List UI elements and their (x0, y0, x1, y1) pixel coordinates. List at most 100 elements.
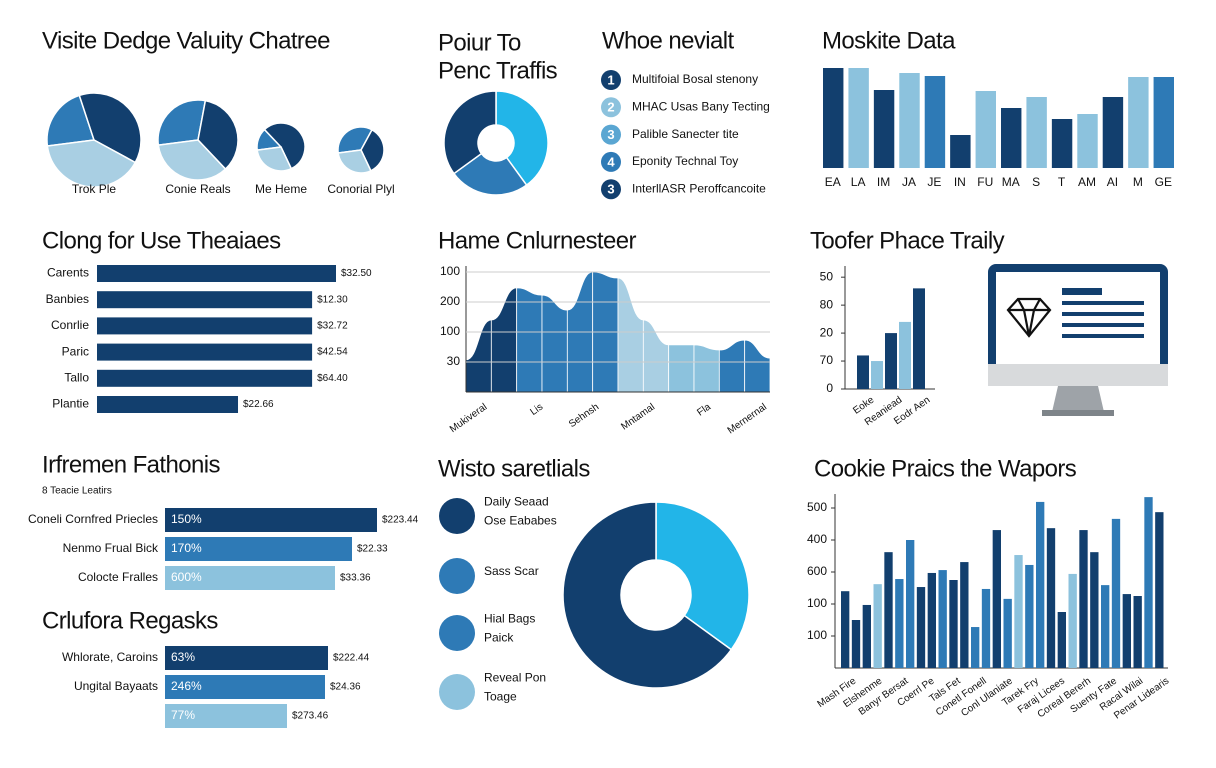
list-item: Palible Sanecter tite (632, 127, 739, 141)
x-tick-label: S (1032, 175, 1040, 189)
bar (916, 587, 926, 668)
pie-label: Conie Reals (165, 182, 230, 196)
slice (443, 90, 497, 175)
list-item: Eponity Technal Toy (632, 154, 738, 168)
bar (1051, 119, 1073, 168)
bar-annotation: $222.44 (333, 653, 370, 664)
pie-label: Me Heme (255, 182, 307, 196)
bar (981, 588, 991, 668)
bar (899, 73, 920, 168)
list-item: Multifoial Bosal stenony (632, 72, 758, 86)
list-marker: 1 (607, 72, 614, 87)
y-tick-label: 70 (820, 353, 834, 367)
x-tick-label: Mukiveral (448, 402, 489, 436)
list-marker: 4 (607, 154, 615, 169)
slice (256, 146, 293, 172)
bar-inner-label: 63% (171, 650, 195, 664)
bar (913, 288, 925, 389)
slice (46, 139, 137, 188)
bar (992, 530, 1001, 668)
list-badge (601, 70, 621, 90)
y-tick-label: 0 (826, 381, 833, 395)
area-segment (718, 339, 746, 393)
bar-annotation: $42.54 (317, 347, 348, 358)
list-badge (601, 151, 621, 172)
y-tick-label: Carents (47, 266, 89, 280)
y-tick-label: Paric (62, 344, 89, 358)
y-tick-label: Plantie (52, 397, 89, 411)
monitor-icon (988, 264, 1168, 416)
y-tick-label: 30 (447, 354, 461, 368)
bar (823, 68, 844, 168)
bar (1036, 501, 1045, 668)
y-tick-label: Tallo (64, 370, 89, 384)
bar (873, 90, 895, 168)
bar-annotation: $33.36 (340, 573, 371, 584)
bar-inner-label: 77% (171, 708, 195, 722)
y-tick-label: 100 (807, 628, 827, 642)
bar (165, 646, 328, 670)
bar (1001, 108, 1022, 168)
bar (1090, 552, 1099, 668)
slice (157, 139, 227, 181)
bar (848, 68, 869, 168)
x-tick-label: JE (927, 175, 941, 189)
legend-label: Sass Scar (484, 564, 539, 578)
bar (1102, 97, 1124, 168)
area-segment (668, 344, 695, 393)
x-tick-label: LA (851, 175, 866, 189)
bar-inner-label: 246% (171, 679, 202, 693)
bar (873, 584, 882, 668)
bar (1128, 77, 1149, 168)
area-segment (490, 287, 518, 393)
bar (97, 291, 313, 309)
bar (857, 355, 869, 389)
bar (1111, 518, 1121, 668)
bar (1101, 585, 1110, 668)
chart-title: Hame Cnlurnesteer (438, 227, 636, 254)
y-tick-label: 200 (440, 294, 460, 308)
bar (97, 317, 313, 335)
bar-annotation: $22.33 (357, 544, 388, 555)
chart-title: Toofer Phace Traily (810, 227, 1005, 254)
slice (337, 126, 374, 154)
bar (1057, 612, 1066, 668)
bar (1003, 598, 1012, 668)
chart-title: Visite Dedge Valuity Chatree (42, 27, 330, 54)
x-tick-label: Sehnsh (567, 402, 601, 430)
area-segment (744, 339, 771, 393)
bar (1155, 512, 1164, 668)
legend-label: Daily Seaad (484, 495, 549, 509)
legend-swatch (439, 498, 475, 534)
bar (924, 76, 946, 168)
bar (1077, 114, 1098, 168)
chart-title: Penc Traffis (438, 57, 558, 84)
bar (97, 369, 313, 387)
bar (1026, 97, 1047, 168)
bar (885, 333, 897, 389)
y-tick-label: Coneli Cornfred Priecles (28, 512, 158, 526)
chart-title: Whoe nevialt (602, 27, 734, 54)
x-tick-label: Mernernal (726, 402, 769, 437)
bar (950, 135, 971, 168)
bar (971, 627, 980, 668)
bar (851, 620, 861, 668)
bar (960, 562, 969, 668)
bar-annotation: $22.66 (243, 399, 274, 410)
x-tick-label: Mntamal (619, 402, 657, 433)
area-segment (617, 277, 644, 393)
legend-swatch (439, 558, 475, 594)
area-segment (516, 287, 543, 393)
bar (871, 361, 883, 389)
chart-title: Crlufora Regasks (42, 607, 218, 634)
bar-annotation: $24.36 (330, 682, 361, 693)
y-tick-label: Banbies (46, 292, 89, 306)
y-tick-label: Whlorate, Caroins (62, 650, 158, 664)
bar-inner-label: 600% (171, 570, 202, 584)
x-tick-label: IN (954, 175, 966, 189)
legend-label: Hial Bags (484, 612, 535, 626)
y-tick-label: 50 (820, 269, 834, 283)
slice (78, 92, 142, 164)
list-item: InterllASR Peroffcancoite (632, 181, 766, 195)
x-tick-label: GE (1155, 175, 1172, 189)
